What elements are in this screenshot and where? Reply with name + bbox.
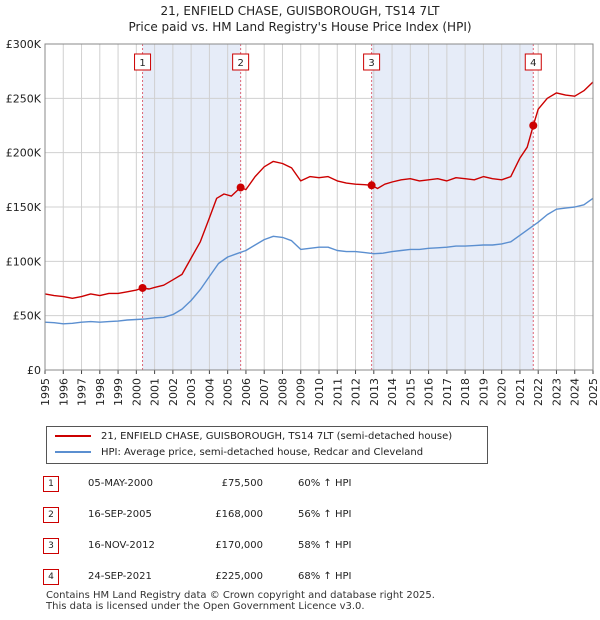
sale-point: [529, 121, 538, 130]
footer-licence: This data is licensed under the Open Gov…: [46, 601, 365, 612]
sale-point: [138, 283, 147, 292]
sale-number-badge: 1: [43, 476, 59, 492]
sale-date: 05-MAY-2000: [88, 478, 154, 489]
sale-point: [367, 181, 376, 190]
hpi-line: [44, 197, 594, 325]
x-tick-label: 2013: [368, 378, 381, 406]
x-tick-label: 2007: [258, 378, 271, 406]
sale-hpi-change: 58% ↑ HPI: [298, 540, 352, 551]
x-tick-label: 2018: [459, 378, 472, 406]
x-tick-label: 2016: [423, 378, 436, 406]
sale-hpi-change: 68% ↑ HPI: [298, 571, 352, 582]
legend-label-property: 21, ENFIELD CHASE, GUISBOROUGH, TS14 7LT…: [101, 431, 453, 442]
sale-date: 16-NOV-2012: [88, 540, 155, 551]
y-tick-label: £250K: [6, 92, 42, 105]
x-tick-label: 1996: [57, 378, 70, 406]
sale-marker-label: 4: [530, 58, 536, 69]
y-tick-label: £0: [27, 364, 41, 377]
sale-marker-box: [134, 53, 152, 71]
x-tick-label: 1995: [39, 378, 52, 406]
x-tick-label: 2022: [532, 378, 545, 406]
x-tick-label: 2024: [569, 378, 582, 406]
sale-price: £75,500: [221, 478, 263, 489]
x-tick-label: 2019: [477, 378, 490, 406]
x-tick-label: 2015: [404, 378, 417, 406]
y-tick-label: £200K: [6, 147, 42, 160]
legend-item-property: 21, ENFIELD CHASE, GUISBOROUGH, TS14 7LT…: [55, 430, 452, 444]
x-tick-label: 2020: [496, 378, 509, 406]
sale-number-badge: 4: [43, 569, 59, 585]
sale-marker-box: [363, 53, 381, 71]
x-tick-label: 2005: [222, 378, 235, 406]
legend-item-hpi: HPI: Average price, semi-detached house,…: [55, 446, 423, 460]
y-tick-label: £150K: [6, 201, 42, 214]
x-tick-label: 2006: [240, 378, 253, 406]
x-tick-label: 2012: [350, 378, 363, 406]
sale-price: £168,000: [215, 509, 263, 520]
legend-swatch-hpi: [55, 451, 91, 453]
sale-marker-label: 2: [237, 58, 243, 69]
price-chart: 1 2 3 4 £0 £50K £100K £150K £200K £250K £300K 1995…: [6, 38, 600, 406]
x-tick-label: 2004: [203, 378, 216, 406]
x-tick-label: 2008: [276, 378, 289, 406]
sale-date: 16-SEP-2005: [88, 509, 152, 520]
sale-hpi-change: 60% ↑ HPI: [298, 478, 352, 489]
chart-legend: 21, ENFIELD CHASE, GUISBOROUGH, TS14 7LT…: [46, 426, 488, 464]
x-tick-label: 2001: [149, 378, 162, 406]
legend-swatch-property: [55, 435, 91, 437]
sale-marker-label: 1: [139, 58, 145, 69]
x-tick-label: 2003: [185, 378, 198, 406]
x-tick-label: 2023: [550, 378, 563, 406]
x-tick-label: 2010: [313, 378, 326, 406]
x-tick-label: 1998: [94, 378, 107, 406]
x-tick-label: 2025: [587, 378, 600, 406]
sale-marker-box: [524, 53, 542, 71]
y-tick-label: £300K: [6, 38, 42, 51]
x-tick-label: 2009: [295, 378, 308, 406]
footer-copyright: Contains HM Land Registry data © Crown c…: [46, 590, 435, 601]
sale-marker-box: [232, 53, 250, 71]
chart-subtitle: Price paid vs. HM Land Registry's House …: [128, 20, 472, 34]
y-tick-label: £100K: [6, 255, 42, 268]
x-tick-label: 1997: [76, 378, 89, 406]
sale-number-badge: 3: [43, 538, 59, 554]
x-tick-label: 2011: [331, 378, 344, 406]
chart-title: 21, ENFIELD CHASE, GUISBOROUGH, TS14 7LT: [160, 4, 440, 18]
x-tick-label: 2014: [386, 378, 399, 406]
x-tick-label: 2002: [167, 378, 180, 406]
x-tick-label: 2000: [130, 378, 143, 406]
x-tick-label: 1999: [112, 378, 125, 406]
legend-label-hpi: HPI: Average price, semi-detached house,…: [101, 447, 424, 458]
x-tick-label: 2017: [441, 378, 454, 406]
sale-price: £225,000: [215, 571, 263, 582]
sale-marker-label: 3: [368, 58, 374, 69]
footer: Contains HM Land Registry data © Crown c…: [46, 590, 435, 612]
sale-point: [236, 183, 245, 192]
sale-price: £170,000: [215, 540, 263, 551]
x-tick-label: 2021: [514, 378, 527, 406]
y-tick-label: £50K: [13, 310, 42, 323]
sale-date: 24-SEP-2021: [88, 571, 152, 582]
plot-frame: [44, 43, 594, 371]
sale-number-badge: 2: [43, 507, 59, 523]
sale-hpi-change: 56% ↑ HPI: [298, 509, 352, 520]
